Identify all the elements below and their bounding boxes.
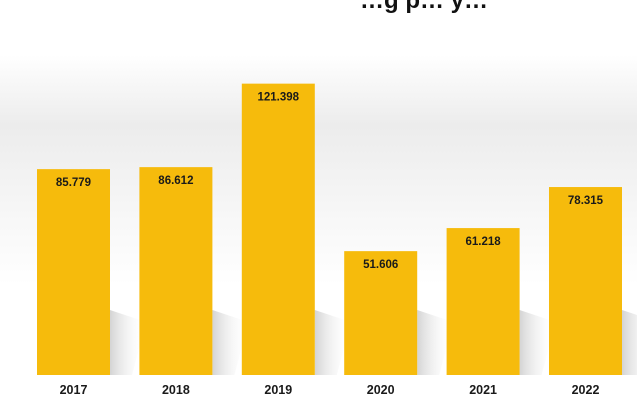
bars [37, 83, 622, 375]
bar-2021 [446, 228, 520, 375]
x-tick-2018: 2018 [162, 383, 190, 397]
bar-shadows [110, 310, 637, 375]
data-label-2022: 78.315 [568, 195, 604, 207]
bar-shadow-2022 [622, 310, 637, 375]
bar-2020 [344, 251, 418, 375]
data-label-2020: 51.606 [363, 259, 398, 271]
bar-shadow-2018 [212, 310, 249, 375]
bar-2019 [241, 83, 315, 375]
bar-shadow-2021 [519, 310, 556, 375]
data-label-2018: 86.612 [158, 175, 193, 187]
x-tick-2022: 2022 [572, 383, 600, 397]
data-labels: 85.779 86.612 121.398 51.606 61.218 78.315 [56, 92, 604, 272]
bar-shadow-2019 [314, 310, 351, 375]
chart-title: …g p… y… [0, 0, 637, 40]
data-label-2021: 61.218 [466, 236, 502, 248]
bar-2022 [549, 187, 622, 375]
bar-shadow-2017 [110, 310, 146, 375]
x-tick-2020: 2020 [367, 383, 395, 397]
x-axis-ticks: 2017 2018 2019 2020 2021 2022 [60, 383, 600, 397]
x-tick-2021: 2021 [469, 383, 497, 397]
bar-2017 [37, 169, 110, 375]
bar-shadow-2020 [417, 310, 454, 375]
data-label-2017: 85.779 [56, 177, 91, 189]
chart-title-text: …g p… y… [360, 0, 489, 14]
bar-2018 [139, 167, 213, 375]
x-tick-2019: 2019 [264, 383, 292, 397]
x-tick-2017: 2017 [60, 383, 88, 397]
data-label-2019: 121.398 [258, 92, 300, 104]
